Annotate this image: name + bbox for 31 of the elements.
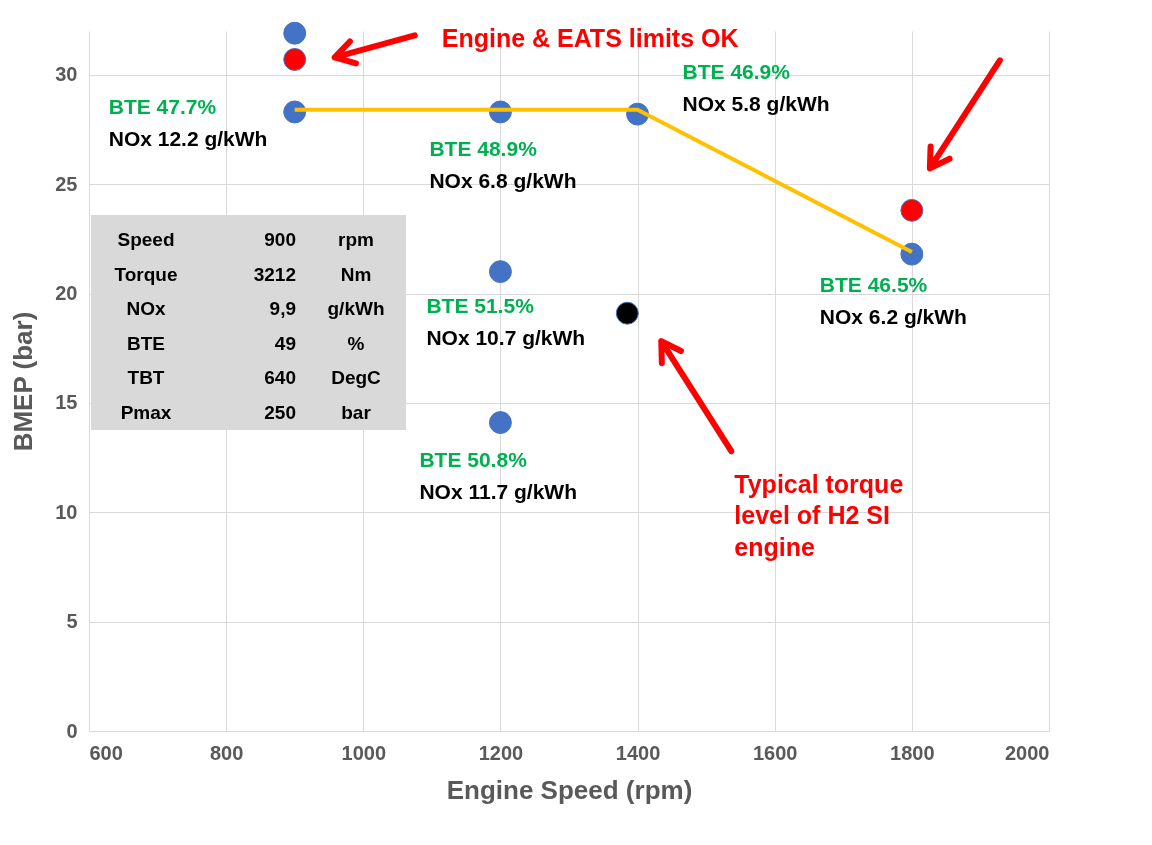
y-tick-label: 10 bbox=[55, 500, 78, 523]
x-tick-label: 1600 bbox=[752, 741, 798, 764]
text: Speed 900 rpm bbox=[117, 229, 374, 250]
y-tick-label: 25 bbox=[55, 172, 78, 195]
text: Pmax 250 bar bbox=[120, 401, 371, 423]
x-tick-label: 1400 bbox=[615, 741, 661, 764]
annotation: BTE 51.5% NOx 10.7 g/kWh bbox=[426, 293, 586, 349]
x-tick-label: 1000 bbox=[341, 741, 387, 764]
text: TBT 640 DegC bbox=[127, 367, 381, 388]
annotation: Engine & EATS limits OK bbox=[441, 24, 739, 53]
annotation: BTE 46.9% NOx 5.8 g/kWh bbox=[682, 60, 830, 116]
annotation: BTE 48.9% NOx 6.8 g/kWh bbox=[429, 136, 577, 192]
x-tick-label: 2000 bbox=[1005, 741, 1050, 764]
x-tick-label: 800 bbox=[209, 741, 244, 764]
annotation: BTE 46.5% NOx 6.2 g/kWh bbox=[819, 273, 967, 329]
x-tick-label: 1800 bbox=[890, 741, 935, 764]
y-tick-label: 30 bbox=[55, 63, 78, 86]
text: BTE 49 % bbox=[127, 332, 365, 354]
annotation: Typical torque level of H2 SI engine bbox=[734, 470, 904, 561]
y-tick-label: 20 bbox=[55, 282, 78, 304]
text: Torque 3212 Nm bbox=[114, 263, 372, 285]
annotation: BTE 50.8% NOx 11.7 g/kWh bbox=[419, 447, 577, 503]
text: NOx 9,9 g/kWh bbox=[126, 298, 385, 319]
y-tick-label: 15 bbox=[55, 391, 78, 414]
x-tick-label: 600 bbox=[89, 741, 123, 764]
y-tick-label: 5 bbox=[66, 610, 78, 633]
x-axis-title: Engine Speed (rpm) bbox=[446, 774, 693, 805]
x-tick-label: 1200 bbox=[478, 741, 524, 764]
annotation: BTE 47.7% NOx 12.2 g/kWh bbox=[108, 94, 268, 150]
y-axis-title: BMEP (bar) bbox=[8, 311, 39, 452]
y-tick-label: 0 bbox=[66, 719, 78, 742]
